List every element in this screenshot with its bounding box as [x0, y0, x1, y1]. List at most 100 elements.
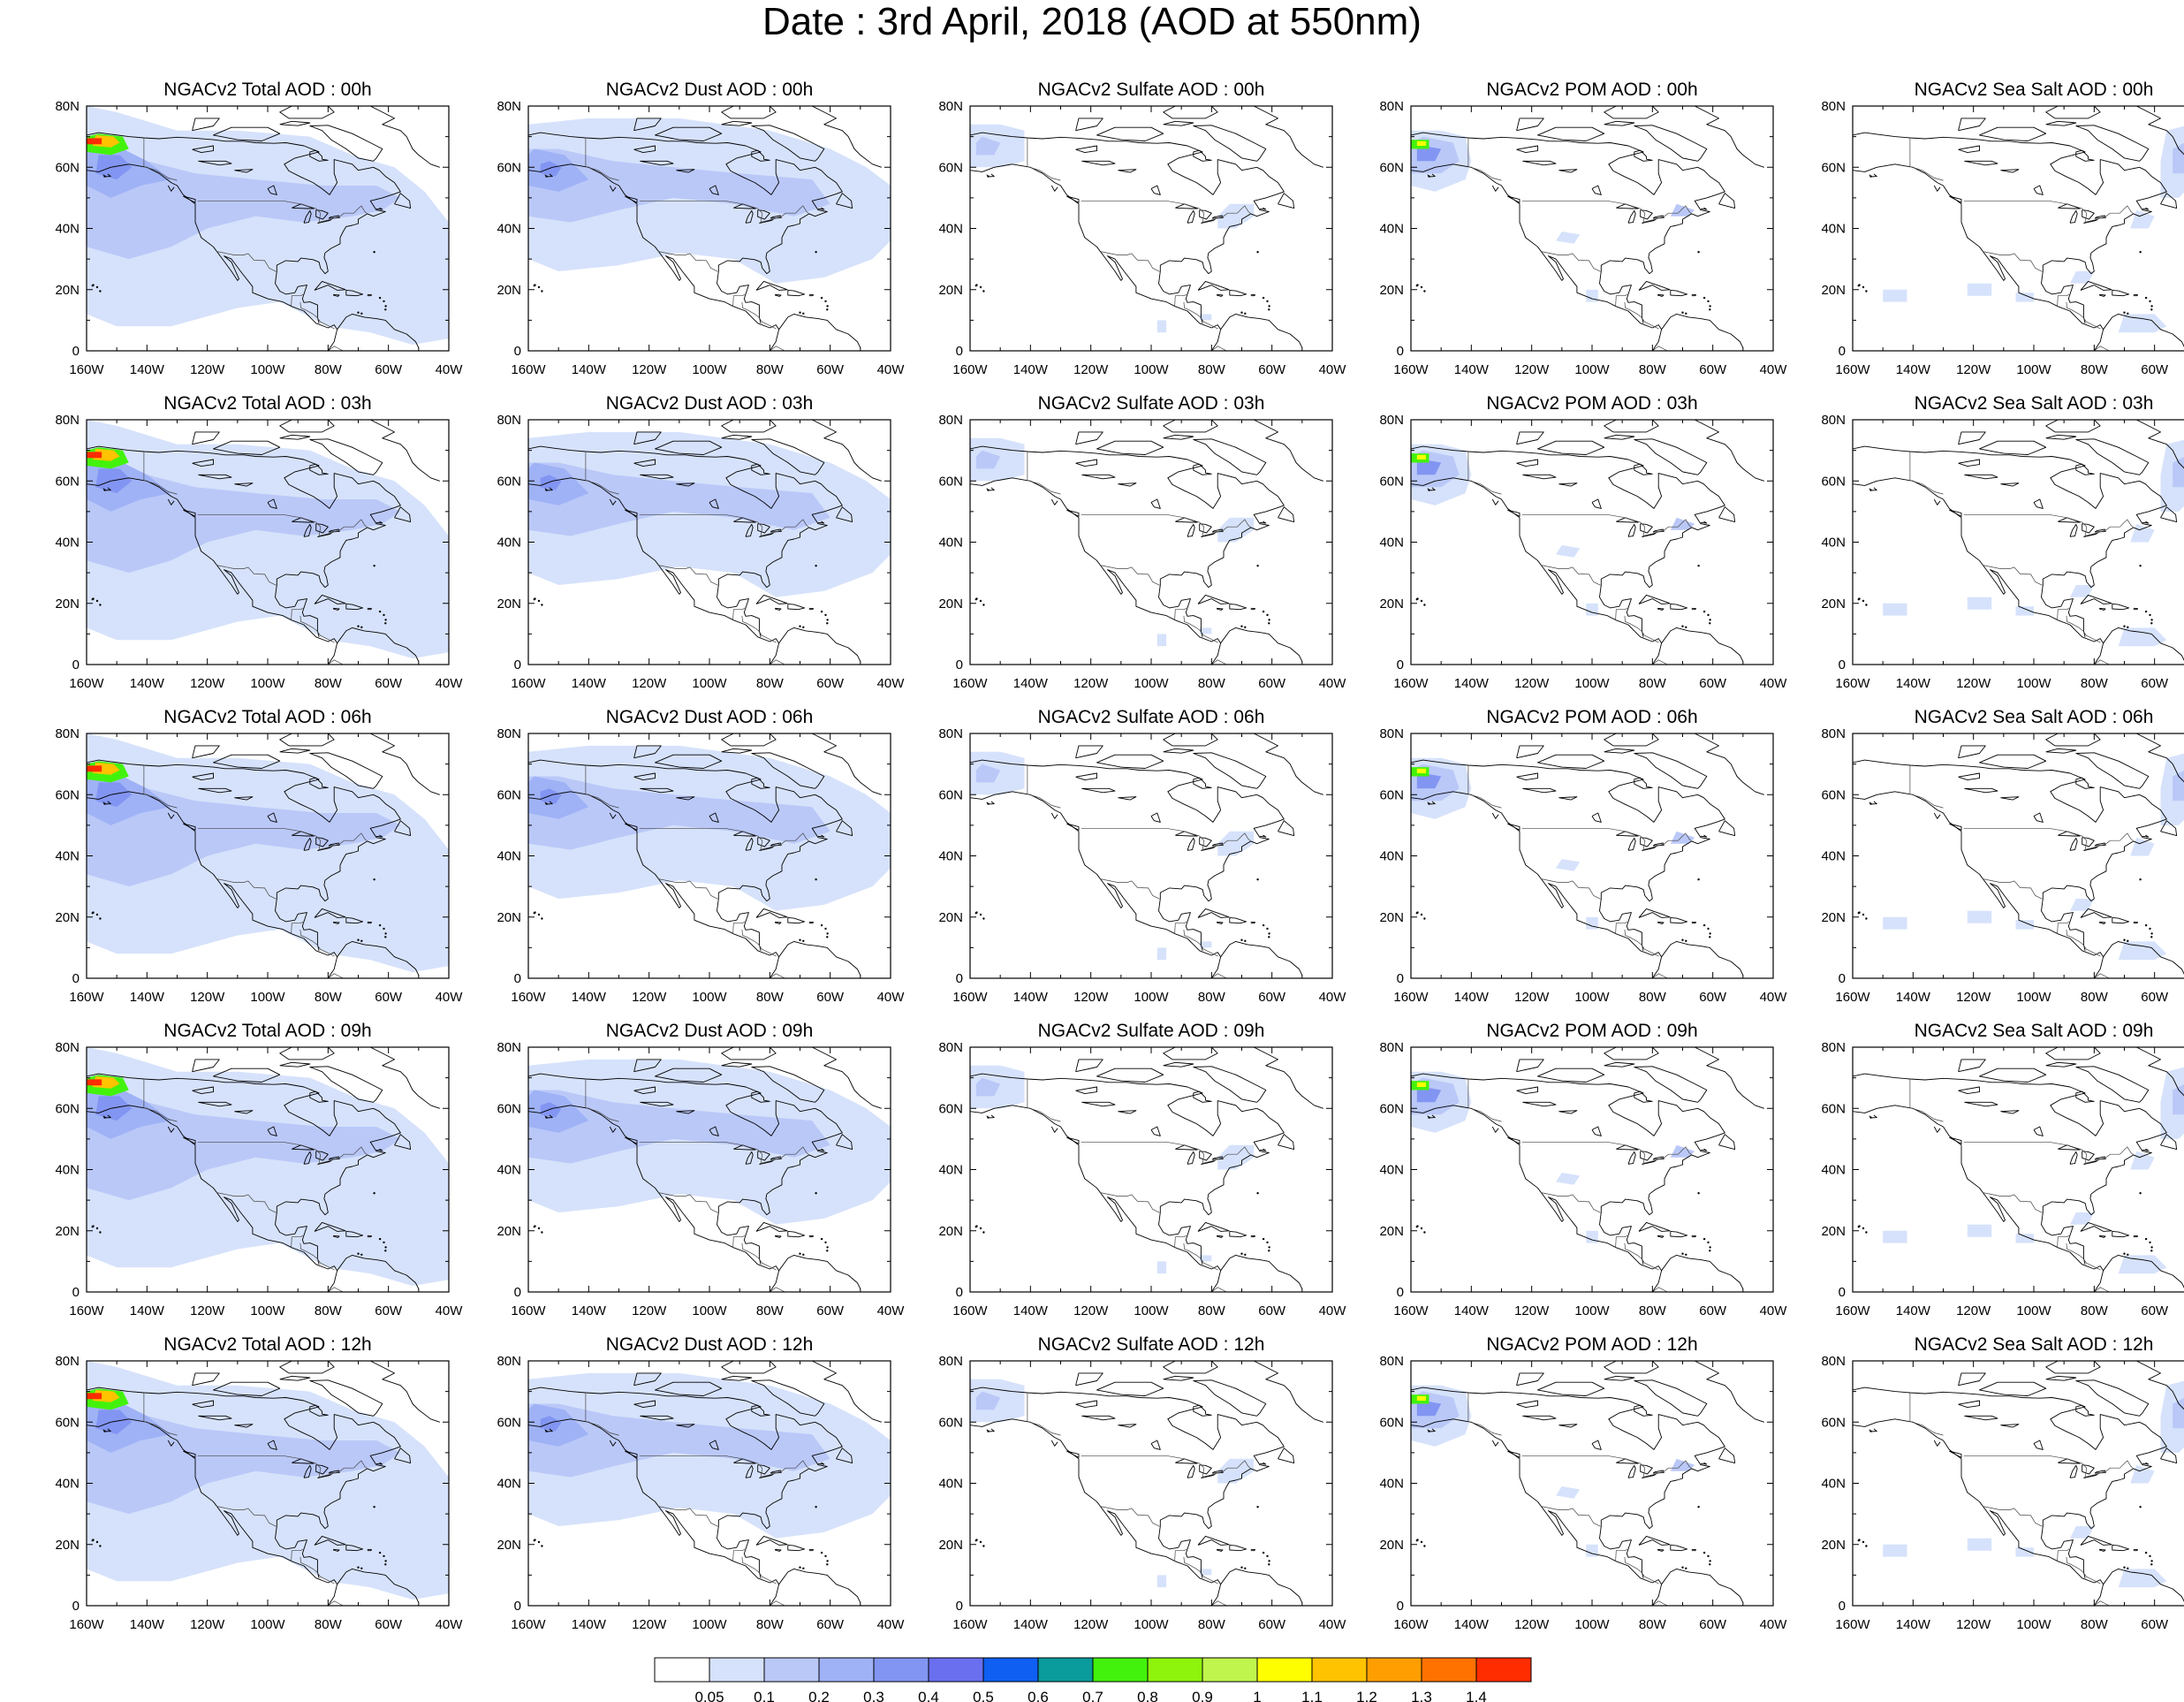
border-line	[1081, 200, 1252, 224]
coastlines	[1411, 420, 1764, 665]
coastline	[337, 627, 420, 662]
coastline	[1075, 431, 1103, 445]
coastline	[609, 185, 617, 192]
lat-tick-label: 20N	[1821, 1538, 1846, 1553]
border-line	[1540, 878, 1601, 900]
coastline	[2109, 106, 2184, 156]
aod-contour	[1883, 916, 1907, 930]
lake-outline	[267, 1126, 277, 1136]
lon-tick-label: 80W	[2081, 1303, 2109, 1318]
lake-outline	[2033, 498, 2044, 509]
lake-outline	[192, 772, 214, 781]
lake-outline	[633, 772, 656, 781]
border-line	[732, 607, 746, 620]
border-line	[1521, 1141, 1693, 1165]
border-line	[2094, 1287, 2110, 1292]
lon-tick-label: 100W	[1574, 990, 1610, 1005]
border-line	[2094, 1600, 2110, 1606]
lat-tick-label: 60N	[1379, 787, 1404, 802]
lake-outline	[1150, 185, 1161, 195]
lon-tick-label: 120W	[1514, 1303, 1550, 1318]
lake-outline	[633, 145, 656, 154]
aod-contour	[1586, 916, 1598, 930]
lat-tick-label: 80N	[1821, 413, 1846, 428]
lat-tick-label: 40N	[497, 536, 521, 551]
coastlines	[970, 106, 1323, 351]
island-dot	[378, 610, 382, 613]
coastline	[1516, 1372, 1544, 1387]
lat-tick-label: 20N	[1379, 1538, 1404, 1553]
border-line	[1027, 1393, 1061, 1436]
coastline	[167, 812, 175, 819]
border-line	[1183, 1242, 1218, 1271]
border-line	[1099, 878, 1160, 900]
lat-tick-label: 80N	[938, 99, 963, 114]
coastlines	[970, 1047, 1323, 1292]
border-line	[585, 1079, 619, 1122]
country-borders	[1027, 452, 1252, 665]
coastline	[2103, 627, 2184, 661]
border-line	[1467, 1079, 1502, 1122]
colorbar-swatch	[982, 1657, 1039, 1683]
lat-tick-label: 0	[1397, 971, 1404, 986]
lon-tick-label: 40W	[1760, 990, 1788, 1005]
island-dot	[1869, 1430, 1872, 1432]
lon-tick-label: 40W	[1319, 1303, 1347, 1318]
lon-tick-label: 160W	[1835, 362, 1870, 377]
panel-title: NGACv2 Dust AOD : 12h	[605, 1334, 814, 1355]
coastline	[787, 289, 806, 297]
lon-tick-label: 40W	[1760, 1303, 1788, 1318]
lake-outline	[709, 185, 719, 195]
aod-contour	[1967, 283, 1992, 296]
lat-tick-label: 80N	[938, 413, 963, 428]
coastline	[1216, 1548, 1224, 1552]
border-line	[1099, 251, 1160, 272]
aod-shading	[87, 420, 449, 665]
coastline	[1670, 1544, 1688, 1552]
border-line	[1652, 973, 1668, 978]
lat-tick-label: 0	[514, 971, 521, 986]
lon-tick-label: 100W	[692, 990, 727, 1005]
island-dot	[820, 1551, 823, 1554]
border-line	[1081, 1141, 1252, 1165]
country-borders	[143, 138, 368, 351]
coastline	[2080, 908, 2112, 918]
aod-contour	[95, 1409, 133, 1435]
coastline	[528, 1105, 780, 1292]
lon-tick-label: 80W	[756, 362, 785, 377]
coastline	[1507, 1450, 1520, 1458]
lat-tick-label: 20N	[938, 910, 963, 925]
coastline	[1226, 733, 1323, 795]
coastline	[1158, 1107, 1285, 1265]
lake-outline	[2000, 1424, 2020, 1428]
border-line	[197, 513, 368, 537]
coastline	[1491, 1440, 1499, 1447]
coastline	[1657, 1548, 1665, 1552]
coastline	[1411, 445, 1698, 509]
lat-tick-label: 20N	[1379, 1224, 1404, 1239]
lake-outline	[2000, 169, 2020, 173]
coastline	[2098, 607, 2106, 611]
coastline	[1634, 125, 1708, 162]
coastline	[1718, 1134, 1736, 1151]
lon-tick-label: 140W	[1013, 362, 1049, 377]
panel-title: NGACv2 Dust AOD : 06h	[605, 707, 814, 727]
island-dot	[384, 932, 387, 935]
border-line	[1540, 251, 1601, 272]
coastline	[1604, 733, 1659, 747]
island-dot	[1707, 927, 1710, 931]
lake-outline	[2033, 1440, 2044, 1450]
coastline	[1604, 120, 1635, 126]
island-dot	[1865, 1231, 1868, 1234]
lon-tick-label: 160W	[1393, 362, 1429, 377]
coastline	[774, 1235, 782, 1238]
lon-tick-label: 60W	[2141, 676, 2169, 691]
island-dot	[799, 1566, 801, 1569]
island-dot	[541, 290, 543, 293]
lat-tick-label: 20N	[938, 1224, 963, 1239]
lon-tick-label: 40W	[877, 676, 906, 691]
coastline	[183, 195, 196, 203]
lake-outline	[1958, 1400, 1980, 1409]
